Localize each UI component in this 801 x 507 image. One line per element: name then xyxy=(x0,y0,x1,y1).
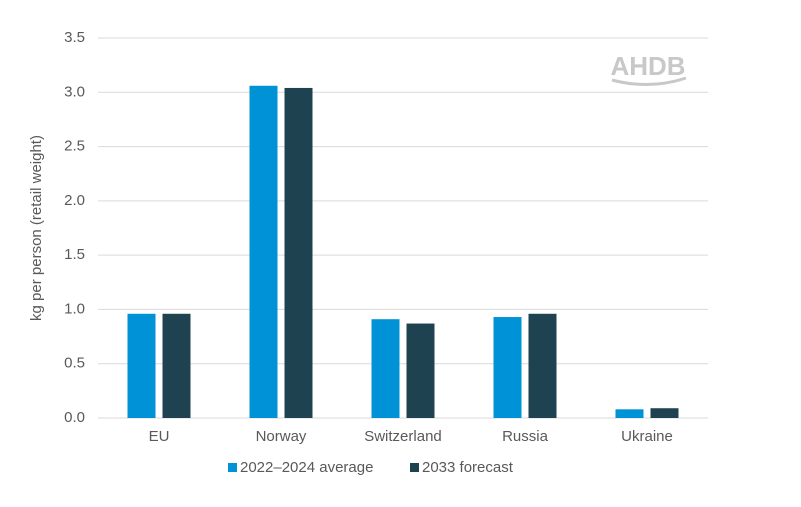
y-tick-label: 3.5 xyxy=(64,29,85,46)
bar xyxy=(284,87,313,418)
y-tick-label: 1.5 xyxy=(64,246,85,263)
x-tick-label: Switzerland xyxy=(364,428,442,445)
x-tick-label: Russia xyxy=(502,428,549,445)
bar xyxy=(371,319,400,418)
y-tick-label: 0.5 xyxy=(64,355,85,372)
bar xyxy=(249,85,278,419)
x-tick-label: Ukraine xyxy=(621,428,673,445)
y-tick-label: 1.0 xyxy=(64,300,85,317)
bar xyxy=(162,313,191,418)
legend-label: 2022–2024 average xyxy=(240,459,373,476)
y-axis-label: kg per person (retail weight) xyxy=(28,135,45,321)
x-tick-label: EU xyxy=(149,428,170,445)
y-tick-label: 3.0 xyxy=(64,83,85,100)
legend-swatch xyxy=(410,463,419,472)
bar xyxy=(615,409,644,418)
watermark: AHDB xyxy=(610,51,685,81)
bar xyxy=(528,313,557,418)
y-tick-label: 0.0 xyxy=(64,409,85,426)
bar xyxy=(127,313,156,418)
watermark-swoosh xyxy=(611,76,687,87)
bar xyxy=(406,323,435,418)
bar xyxy=(650,408,679,418)
bar xyxy=(493,317,522,418)
x-tick-label: Norway xyxy=(256,428,307,445)
y-tick-label: 2.0 xyxy=(64,192,85,209)
y-tick-label: 2.5 xyxy=(64,138,85,155)
legend-swatch xyxy=(228,463,237,472)
legend-label: 2033 forecast xyxy=(422,459,514,476)
